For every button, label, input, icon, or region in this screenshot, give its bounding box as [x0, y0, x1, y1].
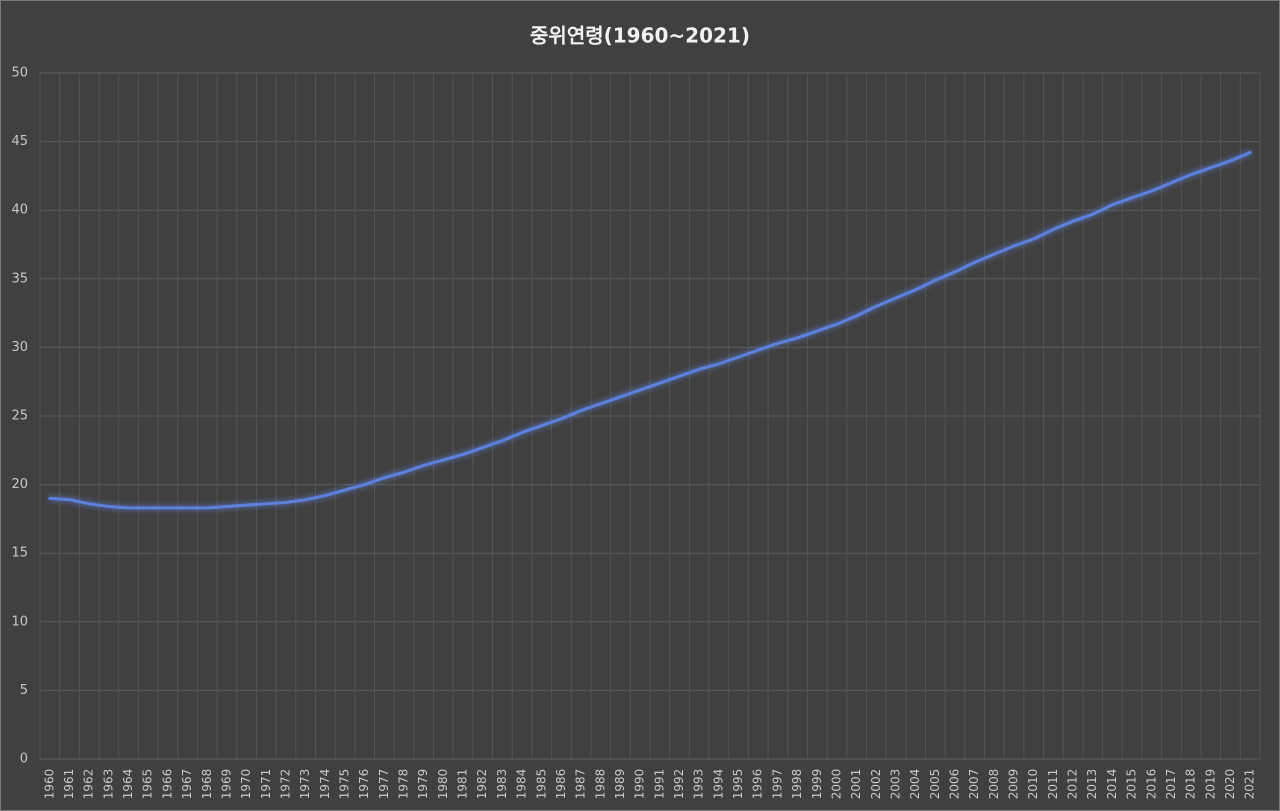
x-tick-label: 1968: [200, 769, 214, 800]
x-tick-label: 2007: [967, 769, 981, 800]
x-tick-label: 2013: [1085, 769, 1099, 800]
x-tick-label: 1980: [436, 769, 450, 800]
x-tick-label: 2020: [1223, 769, 1237, 800]
y-tick-label: 20: [11, 477, 28, 492]
x-tick-label: 1972: [278, 769, 292, 800]
y-tick-label: 15: [11, 546, 28, 561]
y-tick-label: 30: [11, 340, 28, 355]
x-tick-label: 1973: [298, 769, 312, 800]
x-tick-label: 1974: [318, 769, 332, 800]
x-tick-label: 1967: [180, 769, 194, 800]
x-tick-label: 1993: [692, 769, 706, 800]
x-tick-label: 1998: [790, 769, 804, 800]
y-tick-label: 0: [20, 752, 28, 767]
x-tick-label: 1991: [652, 769, 666, 800]
x-tick-label: 1971: [259, 769, 273, 800]
x-tick-label: 1966: [160, 769, 174, 800]
x-tick-label: 1990: [633, 769, 647, 800]
y-tick-label: 5: [20, 683, 28, 698]
x-tick-label: 1983: [495, 769, 509, 800]
x-tick-label: 1975: [338, 769, 352, 800]
x-tick-label: 1978: [397, 769, 411, 800]
x-tick-label: 2005: [928, 769, 942, 800]
x-tick-label: 2015: [1125, 769, 1139, 800]
y-tick-label: 35: [11, 271, 28, 286]
x-tick-label: 2000: [829, 769, 843, 800]
x-tick-label: 2001: [849, 769, 863, 800]
x-tick-label: 1976: [357, 769, 371, 800]
y-tick-label: 45: [11, 134, 28, 149]
x-tick-label: 1984: [515, 769, 529, 800]
chart-title: 중위연령(1960~2021): [530, 24, 750, 48]
x-tick-label: 1996: [751, 769, 765, 800]
x-tick-label: 1982: [475, 769, 489, 800]
x-tick-label: 1981: [456, 769, 470, 800]
x-tick-label: 2006: [948, 769, 962, 800]
x-tick-label: 1988: [593, 769, 607, 800]
x-tick-label: 2019: [1203, 769, 1217, 800]
x-tick-label: 1961: [62, 769, 76, 800]
x-tick-label: 2012: [1066, 769, 1080, 800]
y-tick-label: 25: [11, 409, 28, 424]
y-tick-label: 50: [11, 66, 28, 81]
x-tick-label: 2018: [1184, 769, 1198, 800]
x-tick-label: 1985: [534, 769, 548, 800]
x-tick-label: 1992: [672, 769, 686, 800]
x-tick-label: 2004: [908, 769, 922, 800]
x-tick-label: 1965: [141, 769, 155, 800]
x-tick-label: 2014: [1105, 769, 1119, 800]
x-tick-label: 1970: [239, 769, 253, 800]
x-tick-label: 2021: [1243, 769, 1257, 800]
x-tick-label: 2010: [1026, 769, 1040, 800]
x-tick-label: 2003: [888, 769, 902, 800]
x-tick-label: 2016: [1144, 769, 1158, 800]
x-tick-label: 1989: [613, 769, 627, 800]
x-tick-label: 2008: [987, 769, 1001, 800]
data-line: [48, 151, 1252, 510]
y-tick-label: 40: [11, 203, 28, 218]
x-tick-label: 2002: [869, 769, 883, 800]
x-tick-label: 1997: [770, 769, 784, 800]
x-tick-label: 1963: [101, 769, 115, 800]
x-tick-label: 1994: [711, 769, 725, 800]
x-tick-label: 1962: [82, 769, 96, 800]
x-tick-label: 2009: [1007, 769, 1021, 800]
x-tick-label: 1964: [121, 769, 135, 800]
x-tick-label: 1979: [416, 769, 430, 800]
x-tick-label: 2017: [1164, 769, 1178, 800]
x-tick-label: 1969: [219, 769, 233, 800]
x-tick-label: 1960: [42, 769, 56, 800]
y-tick-label: 10: [11, 614, 28, 629]
x-tick-label: 1977: [377, 769, 391, 800]
x-tick-label: 1987: [574, 769, 588, 800]
x-tick-label: 1995: [731, 769, 745, 800]
x-tick-label: 2011: [1046, 769, 1060, 800]
x-tick-label: 1999: [810, 769, 824, 800]
x-tick-label: 1986: [554, 769, 568, 800]
